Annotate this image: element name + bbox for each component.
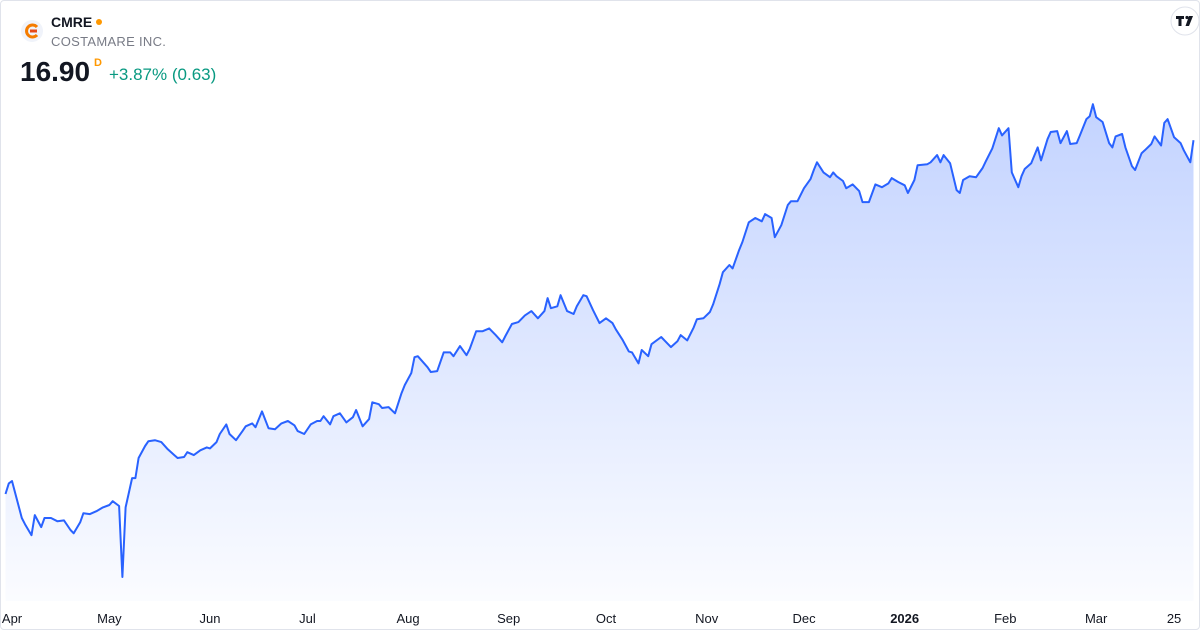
- x-tick-label: Nov: [695, 611, 719, 626]
- price-line: [4, 103, 1195, 578]
- price: 16.90: [20, 56, 91, 87]
- company-name: COSTAMARE INC.: [51, 34, 167, 49]
- x-tick-label: Feb: [994, 611, 1016, 626]
- symbol: CMRE: [51, 14, 93, 30]
- x-tick-label: May: [97, 611, 122, 626]
- x-tick-label: Sep: [497, 611, 520, 626]
- x-tick-label: Jun: [200, 611, 221, 626]
- x-tick-label: Aug: [396, 611, 419, 626]
- x-tick-label: Oct: [596, 611, 617, 626]
- x-tick-label: Apr: [2, 611, 23, 626]
- x-tick-label: Dec: [792, 611, 816, 626]
- interval: D: [94, 57, 102, 69]
- x-tick-label: Jul: [299, 611, 316, 626]
- x-tick-label: 2026: [890, 611, 919, 626]
- price-change: +3.87% (0.63): [109, 65, 217, 84]
- symbol-row: CMRE: [51, 14, 103, 30]
- tradingview-logo: [1170, 6, 1199, 36]
- x-tick-label: Mar: [1085, 611, 1108, 626]
- x-tick-label: 25: [1167, 611, 1181, 626]
- company-logo: [21, 20, 43, 42]
- area-fill: [5, 104, 1194, 601]
- status-dot: [96, 19, 103, 26]
